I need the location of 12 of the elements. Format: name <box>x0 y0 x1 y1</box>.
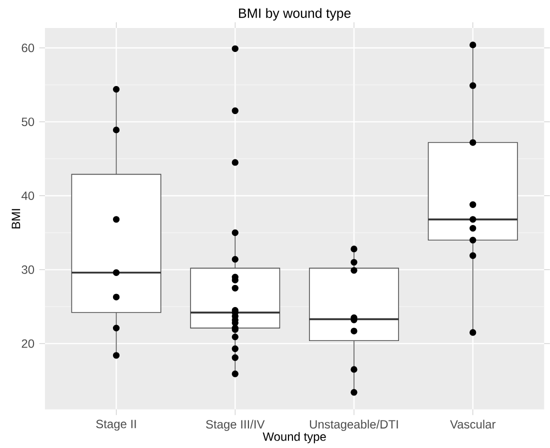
y-tick-label: 20 <box>22 339 34 348</box>
y-tick-label: 30 <box>22 266 34 274</box>
y-axis-title: BMI <box>12 209 20 228</box>
x-axis-title: Wound type <box>262 432 326 444</box>
x-tick-label: Unstageable/DTI <box>310 420 398 432</box>
x-tick-label: Stage III/IV <box>206 420 265 432</box>
x-tick-label: Stage II <box>96 420 136 431</box>
chart-title: BMI by wound type <box>239 8 351 21</box>
y-tick-label: 50 <box>22 118 34 126</box>
y-tick-label: 60 <box>22 44 34 52</box>
y-tick-label: 40 <box>22 192 34 200</box>
x-tick-label: Vascular <box>450 420 496 429</box>
